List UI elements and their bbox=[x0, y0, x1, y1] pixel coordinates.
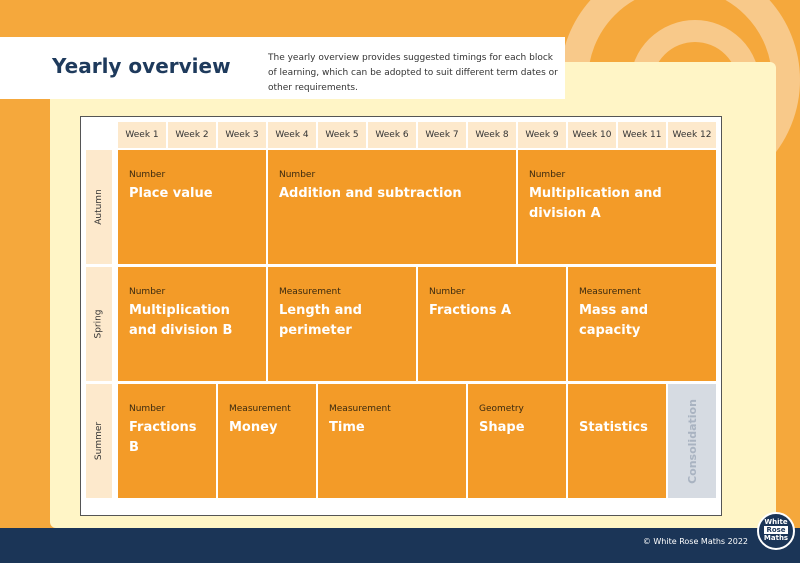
learning-block: Measurement Time bbox=[318, 384, 466, 498]
block-category: Geometry bbox=[479, 404, 524, 414]
learning-block: Statistics bbox=[568, 384, 666, 498]
copyright: © White Rose Maths 2022 bbox=[642, 537, 748, 546]
learning-block: Number Multiplication and division A bbox=[518, 150, 716, 264]
block-category: Number bbox=[129, 287, 166, 297]
learning-block: Geometry Shape bbox=[468, 384, 566, 498]
week-header: Week 10 bbox=[568, 122, 616, 148]
week-header: Week 1 bbox=[118, 122, 166, 148]
block-category: Measurement bbox=[329, 404, 391, 414]
learning-block: Measurement Mass and capacity bbox=[568, 267, 716, 381]
term-label-text: Autumn bbox=[94, 189, 105, 225]
learning-block: Measurement Money bbox=[218, 384, 316, 498]
learning-block: Measurement Length and perimeter bbox=[268, 267, 416, 381]
block-name: Fractions A bbox=[429, 303, 512, 318]
term-label: Spring bbox=[86, 267, 112, 381]
block-name: Place value bbox=[129, 186, 213, 201]
block-name: Money bbox=[229, 420, 278, 435]
block-category: Number bbox=[279, 170, 316, 180]
week-header: Week 8 bbox=[468, 122, 516, 148]
consolidation-block: Consolidation bbox=[668, 384, 716, 498]
week-header: Week 3 bbox=[218, 122, 266, 148]
block-category bbox=[579, 404, 656, 414]
term-label: Summer bbox=[86, 384, 112, 498]
learning-block: Number Addition and subtraction bbox=[268, 150, 516, 264]
title-box bbox=[0, 37, 565, 99]
logo-word: Maths bbox=[763, 534, 789, 542]
page-title: Yearly overview bbox=[52, 54, 231, 78]
learning-block: Number Place value bbox=[118, 150, 266, 264]
block-category: Measurement bbox=[279, 287, 341, 297]
block-category: Number bbox=[129, 404, 166, 414]
learning-block: Number Fractions B bbox=[118, 384, 216, 498]
block-name: Mass and capacity bbox=[579, 303, 649, 338]
week-header: Week 4 bbox=[268, 122, 316, 148]
consolidation-label: Consolidation bbox=[685, 398, 699, 484]
block-name: Shape bbox=[479, 420, 525, 435]
block-name: Fractions B bbox=[129, 420, 197, 455]
week-header: Week 7 bbox=[418, 122, 466, 148]
block-category: Number bbox=[429, 287, 466, 297]
term-label-text: Summer bbox=[94, 421, 105, 461]
block-category: Measurement bbox=[229, 404, 291, 414]
week-header: Week 5 bbox=[318, 122, 366, 148]
week-header: Week 2 bbox=[168, 122, 216, 148]
block-name: Addition and subtraction bbox=[279, 186, 462, 201]
week-header: Week 6 bbox=[368, 122, 416, 148]
learning-block: Number Fractions A bbox=[418, 267, 566, 381]
term-label-text: Spring bbox=[94, 309, 105, 339]
week-header: Week 11 bbox=[618, 122, 666, 148]
footer bbox=[0, 528, 800, 563]
logo-word: White bbox=[764, 518, 788, 526]
block-category: Number bbox=[129, 170, 166, 180]
week-header: Week 9 bbox=[518, 122, 566, 148]
block-name: Time bbox=[329, 420, 365, 435]
block-category: Measurement bbox=[579, 287, 641, 297]
learning-block: Number Multiplication and division B bbox=[118, 267, 266, 381]
block-name: Length and perimeter bbox=[279, 303, 362, 338]
block-name: Multiplication and division B bbox=[129, 303, 233, 338]
block-category: Number bbox=[529, 170, 566, 180]
page-description: The yearly overview provides suggested t… bbox=[268, 53, 558, 93]
term-label: Autumn bbox=[86, 150, 112, 264]
logo-word: Rose bbox=[764, 526, 788, 534]
block-name: Multiplication and division A bbox=[529, 186, 662, 221]
white-rose-maths-logo: White Rose Maths bbox=[757, 512, 795, 550]
week-header: Week 12 bbox=[668, 122, 716, 148]
block-name: Statistics bbox=[579, 420, 648, 435]
